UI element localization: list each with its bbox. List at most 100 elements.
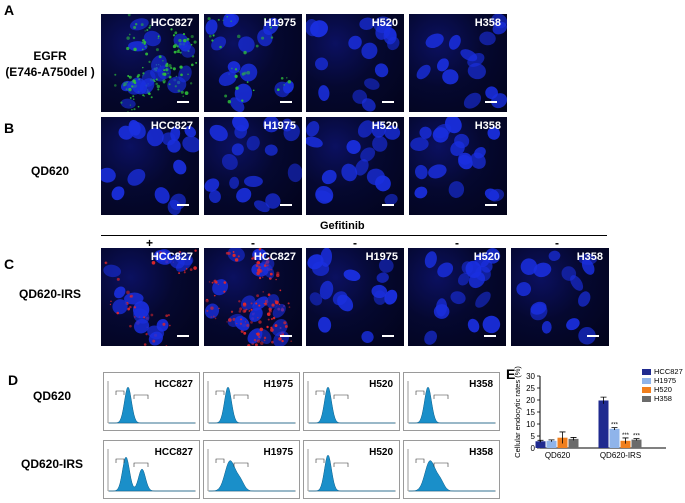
nucleus: [492, 21, 507, 35]
nucleus: [384, 125, 401, 140]
stain-signal: [184, 91, 189, 95]
stain-signal: [258, 276, 262, 280]
significance-label: ***: [622, 433, 630, 439]
nucleus: [359, 17, 375, 30]
stain-signal: [165, 68, 168, 72]
stain-signal: [127, 75, 130, 78]
stain-signal: [129, 295, 132, 298]
stain-signal: [247, 344, 251, 346]
cell-line-label: H520: [371, 17, 398, 29]
stain-signal: [284, 325, 288, 328]
nucleus: [306, 136, 323, 148]
gate-bracket: [115, 458, 125, 463]
panel-label-d: D: [8, 372, 19, 388]
stain-signal: [132, 79, 136, 83]
stain-signal: [206, 309, 209, 312]
gate-bracket: [233, 394, 249, 399]
stain-signal: [178, 250, 182, 254]
stain-signal: [280, 76, 284, 80]
stain-signal: [217, 18, 220, 21]
stain-signal: [190, 43, 193, 46]
stain-signal: [136, 75, 139, 78]
stain-signal: [238, 300, 241, 303]
flow-histogram-d-2-2: H1975: [203, 440, 300, 499]
stain-signal: [219, 45, 222, 49]
nucleus: [153, 250, 173, 265]
nucleus: [148, 331, 163, 346]
stain-signal: [170, 66, 173, 70]
nucleus: [154, 187, 170, 204]
nucleus: [283, 123, 300, 142]
stain-signal: [210, 306, 214, 310]
stain-signal: [142, 39, 145, 42]
stain-signal: [193, 266, 197, 270]
nucleus: [437, 262, 454, 278]
stain-signal: [262, 291, 265, 293]
stain-signal: [240, 318, 243, 321]
nucleus: [548, 250, 561, 262]
stain-signal: [231, 67, 233, 70]
stain-signal: [244, 321, 247, 323]
micrograph-c-3: H1975: [306, 248, 404, 346]
gate-bracket: [133, 462, 149, 467]
stain-signal: [126, 290, 130, 295]
x-tick-label: QD620-IRS: [600, 451, 641, 460]
cell-line-label: H520: [371, 120, 398, 132]
stain-signal: [155, 82, 158, 86]
stain-signal: [172, 67, 176, 71]
nucleus: [361, 42, 378, 60]
stain-signal: [159, 251, 163, 255]
bar: [598, 400, 609, 448]
stain-signal: [241, 72, 245, 76]
nucleus: [246, 135, 260, 151]
legend-label: H520: [654, 385, 672, 394]
cell-line-label: H520: [369, 379, 393, 390]
error-bar: [537, 439, 544, 443]
nucleus: [485, 86, 498, 100]
stain-signal: [271, 303, 275, 307]
nucleus: [252, 248, 267, 261]
gate-bracket: [433, 394, 449, 399]
stain-signal: [258, 320, 262, 324]
stain-signal: [132, 36, 136, 40]
flow-histogram-d-2-3: H520: [303, 440, 400, 499]
nucleus: [234, 124, 248, 139]
stain-signal: [187, 73, 189, 76]
endocytic-rate-chart: 0 5 10 15 20 25 30 Cellular endocytic rates (%)…: [513, 366, 683, 460]
cell-line-label: H358: [474, 17, 501, 29]
error-bar: [548, 439, 555, 442]
stain-signal: [178, 38, 182, 43]
nucleus: [229, 97, 245, 112]
nucleus: [260, 257, 275, 271]
bar: [568, 438, 579, 448]
stain-signal: [194, 249, 197, 252]
stain-signal: [286, 77, 288, 79]
nucleus: [360, 147, 376, 162]
nucleus: [173, 159, 187, 175]
legend-swatch: [642, 378, 651, 384]
error-bar: [600, 396, 607, 404]
stain-signal: [126, 46, 130, 51]
stain-signal: [267, 293, 271, 297]
stain-signal: [116, 277, 120, 281]
legend-label: HCC827: [654, 367, 683, 376]
stain-signal: [179, 65, 183, 69]
hist-distribution: [409, 460, 495, 492]
stain-signal: [255, 332, 258, 335]
stain-signal: [257, 269, 262, 274]
nucleus: [221, 153, 238, 170]
stain-signal: [267, 256, 271, 260]
stain-signal: [126, 81, 128, 84]
nucleus: [101, 167, 116, 183]
nucleus: [209, 190, 221, 203]
stain-signal: [127, 14, 131, 17]
histogram: [207, 449, 296, 492]
nucleus: [127, 169, 146, 186]
stain-signal: [266, 325, 269, 329]
stain-signal: [255, 302, 258, 305]
stain-signal: [195, 61, 198, 64]
stain-signal: [217, 283, 220, 286]
nucleus: [243, 175, 263, 188]
stain-signal: [279, 289, 282, 292]
nucleus: [318, 85, 330, 101]
